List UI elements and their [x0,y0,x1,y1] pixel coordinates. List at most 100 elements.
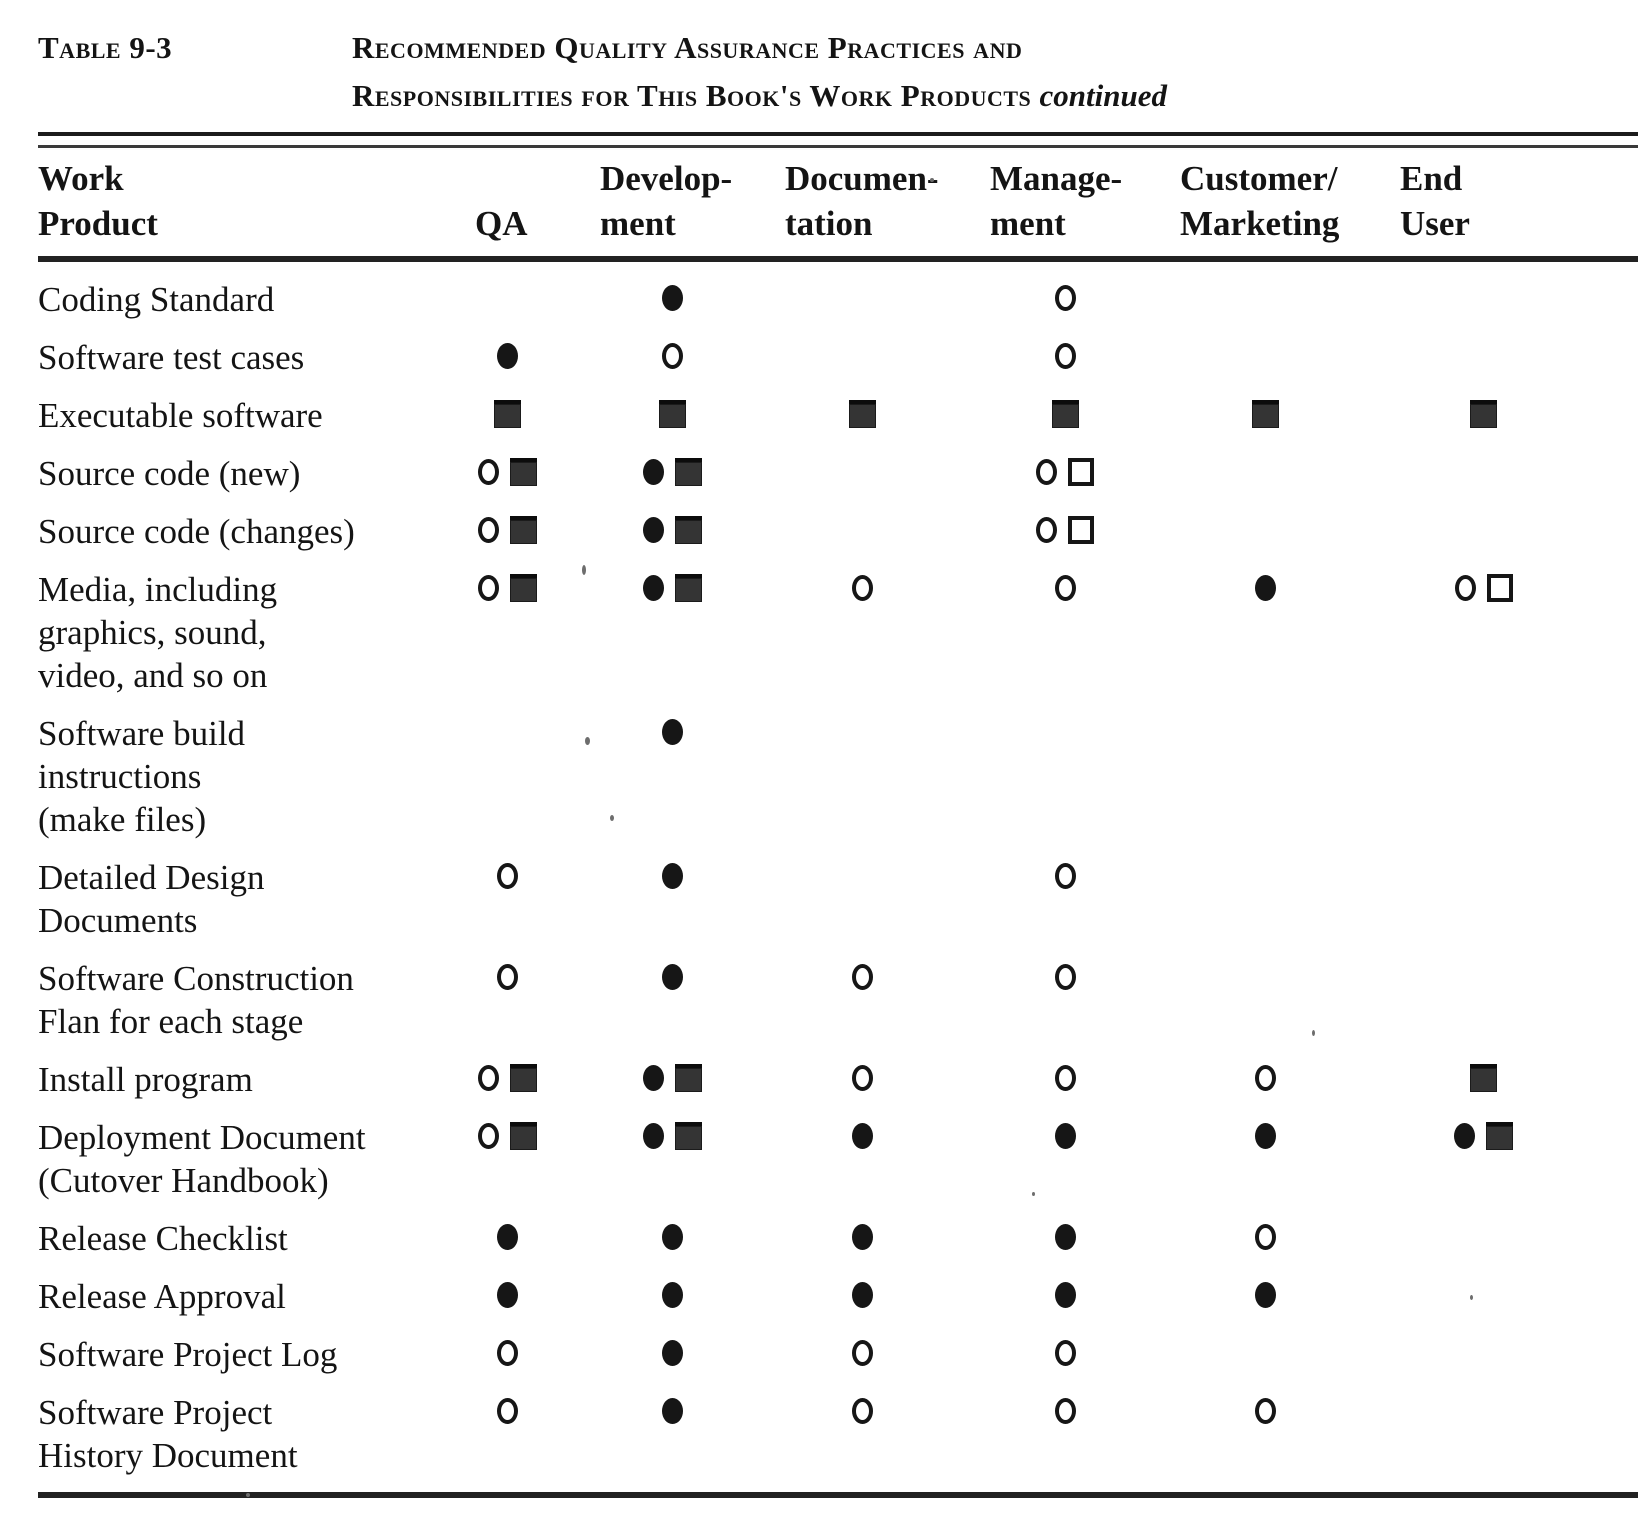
symbol-cell-end-user [1365,1217,1602,1260]
symbol-cell-customer-marketing [1165,278,1365,321]
column-header-line: tation [785,204,873,243]
symbol-cell-customer-marketing [1165,1217,1365,1260]
symbol-cell-management [965,336,1165,379]
work-product-label-line: graphics, sound, [38,613,267,652]
symbol-cell-documentation [760,1391,965,1477]
work-product-cell: Media, including graphics, sound, video, a… [0,568,430,697]
symbol-cell-documentation [760,1116,965,1202]
work-product-label-line: (Cutover Handbook) [38,1161,329,1200]
symbol-cell-management [965,712,1165,841]
column-header-management: Manage-ment [965,156,1165,246]
open-circle-icon [1036,459,1057,485]
symbol-cell-end-user [1365,394,1602,437]
symbol-cell-qa [430,394,585,437]
symbol-cell-qa [430,957,585,1043]
symbol-cell-end-user [1365,510,1602,553]
work-product-cell: Software Construction Flan for each stage [0,957,430,1043]
symbol-cell-end-user [1365,336,1602,379]
filled-square-icon [1051,400,1079,428]
symbol-cell-qa [430,336,585,379]
symbol-cell-end-user [1365,1275,1602,1318]
filled-circle-icon [643,517,664,543]
work-product-cell: Source code (new) [0,452,430,495]
column-header-qa: QA [430,156,585,246]
open-circle-icon [478,575,499,601]
open-circle-icon [852,1398,873,1424]
work-product-label-line: Media, including [38,570,278,609]
open-square-icon [1068,516,1094,544]
scan-speckle [246,1493,250,1497]
open-circle-icon [1054,1065,1076,1091]
symbol-cell-customer-marketing [1165,394,1365,437]
table-body: Coding Standard Software test cases Execut… [0,262,1642,1477]
symbol-cell-customer-marketing [1165,712,1365,841]
symbol-cell-documentation [760,452,965,495]
filled-circle-icon [662,285,683,311]
scan-speckle [1470,1295,1473,1300]
filled-square-icon [1486,1122,1513,1150]
symbol-cell-development [585,1391,760,1477]
filled-circle-icon [662,964,683,990]
symbol-cell-documentation [760,1058,965,1101]
symbol-cell-documentation [760,712,965,841]
open-square-icon [1068,458,1094,486]
table-row: Executable software [0,394,1642,437]
column-header-line: Product [38,204,158,243]
table-row: Source code (new) [0,452,1642,495]
filled-circle-icon [643,459,664,485]
symbol-cell-end-user [1365,568,1602,697]
table-row: Software test cases [0,336,1642,379]
work-product-cell: Source code (changes) [0,510,430,553]
open-square-icon [1486,574,1513,602]
symbol-cell-development [585,856,760,942]
symbol-cell-customer-marketing [1165,957,1365,1043]
open-circle-icon [1054,964,1076,990]
work-product-label-line: Source code (new) [38,454,301,493]
filled-circle-icon [852,1224,873,1250]
work-product-cell: Executable software [0,394,430,437]
symbol-cell-qa [430,1333,585,1376]
open-circle-icon [478,517,499,543]
symbol-cell-documentation [760,394,965,437]
work-product-cell: Software test cases [0,336,430,379]
symbol-cell-development [585,394,760,437]
filled-circle-icon [497,1224,518,1250]
symbol-cell-management [965,1058,1165,1101]
work-product-label-line: Release Checklist [38,1219,288,1258]
symbol-cell-end-user [1365,452,1602,495]
work-product-label-line: video, and so on [38,656,268,695]
column-header-line [475,156,585,201]
work-product-cell: Deployment Document (Cutover Handbook) [0,1116,430,1202]
work-product-label-line: Coding Standard [38,280,275,319]
symbol-cell-management [965,394,1165,437]
filled-square-icon [1470,1064,1497,1092]
filled-square-icon [510,574,537,602]
work-product-label-line: Source code (changes) [38,512,355,551]
symbol-cell-development [585,1217,760,1260]
table-row: Release Checklist [0,1217,1642,1260]
open-circle-icon [1054,343,1076,369]
work-product-label-line: Software build [38,714,246,753]
symbol-cell-qa [430,510,585,553]
filled-circle-icon [643,575,664,601]
symbol-cell-management [965,568,1165,697]
table-row: Release Approval [0,1275,1642,1318]
table-row: Software Project History Document [0,1391,1642,1477]
symbol-cell-documentation [760,278,965,321]
symbol-cell-documentation [760,957,965,1043]
table-row: Coding Standard [0,278,1642,321]
work-product-label-line: Documents [38,901,198,940]
work-product-label-line: Software Project [38,1393,273,1432]
symbol-cell-documentation [760,510,965,553]
filled-circle-icon [662,719,683,745]
symbol-cell-end-user [1365,1391,1602,1477]
work-product-cell: Detailed Design Documents [0,856,430,942]
open-circle-icon [497,1340,518,1366]
symbol-cell-customer-marketing [1165,1333,1365,1376]
column-header-line: QA [475,204,528,243]
open-circle-icon [852,1340,873,1366]
symbol-cell-qa [430,278,585,321]
table-title-line2: Responsibilities for This Book's Work Pr… [352,72,1642,120]
column-header-development: Develop-ment [585,156,760,246]
